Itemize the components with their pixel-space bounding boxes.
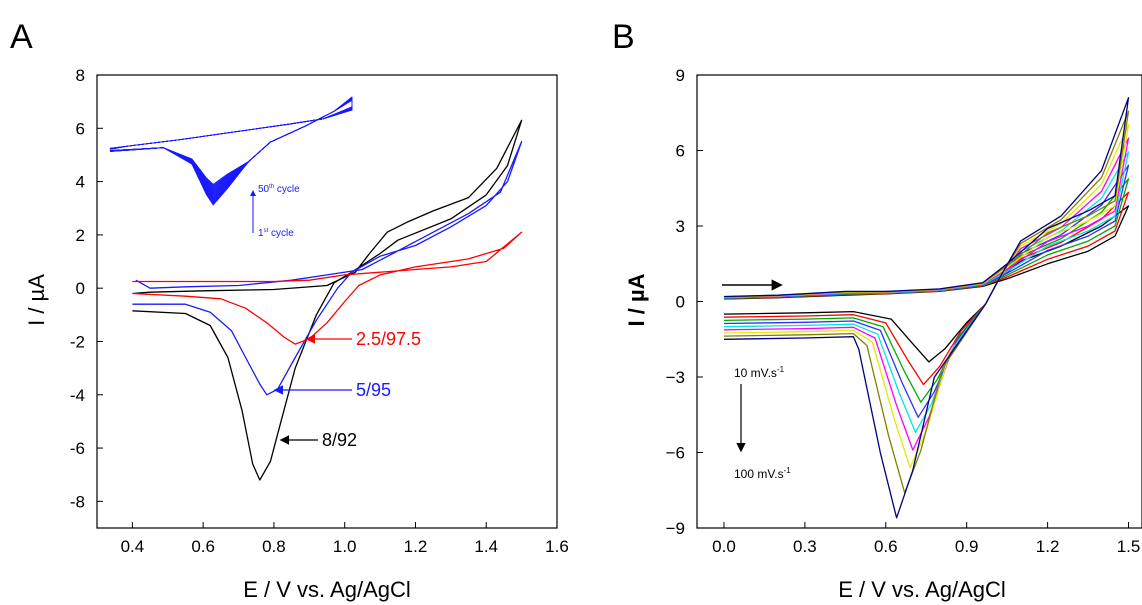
- panel-a-xlabel: E / V vs. Ag/AgCl: [243, 577, 411, 602]
- panel-a-xtick-label: 1.4: [474, 537, 498, 556]
- panel-b-ytick-label: 6: [676, 142, 685, 161]
- annotation-5-95: 5/95: [273, 380, 391, 400]
- panel-a-ytick-label: -8: [70, 492, 85, 511]
- panel-letter-a: A: [10, 18, 33, 56]
- inset-cycle-line: [109, 99, 353, 185]
- inset-cycle-line: [109, 96, 353, 205]
- inset-cycle-line: [109, 99, 353, 186]
- panel-b-ylabel: I / µA: [624, 273, 649, 326]
- panel-b-chart: 0.0 0.3 0.6 0.9 1.2 1.5 9 6 3 0 −3 −6 −9 E / V vs. A…: [624, 66, 1142, 602]
- panel-b-xtick-label: 1.5: [1117, 537, 1141, 556]
- panel-b-ytick-label: 9: [676, 66, 685, 85]
- panel-b-xtick-label: 0.9: [955, 537, 979, 556]
- panel-a-ytick-label: -4: [70, 386, 85, 405]
- panel-b-xtick-label: 1.2: [1036, 537, 1060, 556]
- panel-a-ytick-label: -6: [70, 439, 85, 458]
- annotation-label-5-95: 5/95: [356, 380, 391, 400]
- panel-b-series-line-100: [723, 97, 1130, 519]
- panel-b-ytick-label: 3: [676, 217, 685, 236]
- panel-a-series: [132, 119, 523, 481]
- inset-cycle-line: [109, 96, 353, 204]
- panel-b-series: [723, 97, 1130, 519]
- panel-b-ytick-label: −9: [666, 519, 685, 538]
- panel-a-ytick-label: -2: [70, 332, 85, 351]
- panel-b-xlabel: E / V vs. Ag/AgCl: [838, 577, 1006, 602]
- panel-a-series-line-2: [132, 140, 523, 396]
- panel-letter-b: B: [612, 18, 635, 56]
- panel-a-ytick-label: 4: [76, 173, 85, 192]
- panel-a-xtick-label: 0.4: [121, 537, 145, 556]
- inset-label-bottom: 1st cycle: [258, 228, 294, 239]
- panel-a-xtick-label: 1.2: [404, 537, 428, 556]
- panel-a-ytick-label: 2: [76, 226, 85, 245]
- panel-a-ytick-label: 6: [76, 119, 85, 138]
- panel-a-xtick-label: 1.6: [545, 537, 569, 556]
- panel-b-xtick-label: 0.3: [793, 537, 817, 556]
- panel-b-xtick-label: 0.6: [874, 537, 898, 556]
- scan-rate-label-bottom: 100 mV.s-1: [734, 466, 791, 481]
- panel-b-series-line-60: [723, 137, 1130, 451]
- panel-a-xtick-label: 0.8: [262, 537, 286, 556]
- panel-b-ytick-label: −3: [666, 368, 685, 387]
- annotation-8-92: 8/92: [279, 430, 357, 450]
- annotation-2-5-97-5: 2.5/97.5: [305, 329, 421, 349]
- panel-a-inset: [109, 96, 353, 206]
- panel-a-xtick-label: 0.6: [191, 537, 215, 556]
- panel-b-series-line-80: [723, 110, 1130, 494]
- panel-a-series-line-1: [132, 119, 523, 481]
- panel-a-chart: 0.4 0.6 0.8 1.0 1.2 1.4 1.6 8 6 4 2 0 -2 -4 -6 -8 E / V…: [24, 66, 569, 602]
- panel-b-ytick-label: 0: [676, 293, 685, 312]
- annotation-label-8-92: 8/92: [322, 430, 357, 450]
- scan-rate-label-top: 10 mV.s-1: [734, 365, 785, 380]
- panel-a-ytick-label: 8: [76, 66, 85, 85]
- inset-cycle-line: [109, 97, 353, 202]
- panel-b-ticks: 0.0 0.3 0.6 0.9 1.2 1.5 9 6 3 0 −3 −6 −9: [666, 66, 1141, 556]
- panel-b-frame: [696, 74, 1142, 529]
- panel-a-series-line-3: [132, 231, 523, 345]
- panel-a-ytick-label: 0: [76, 279, 85, 298]
- annotation-label-2-5-97-5: 2.5/97.5: [356, 329, 421, 349]
- panel-a-frame: [96, 74, 558, 529]
- inset-cycle-line: [109, 96, 353, 206]
- panel-b-xtick-label: 0.0: [712, 537, 736, 556]
- panel-b-ytick-label: −6: [666, 444, 685, 463]
- panel-a-xtick-label: 1.0: [333, 537, 357, 556]
- panel-a-ticks: 0.4 0.6 0.8 1.0 1.2 1.4 1.6 8 6 4 2 0 -2 -4 -6 -8: [70, 66, 569, 556]
- inset-label-top: 50th cycle: [258, 184, 300, 195]
- inset-cycle-line: [109, 97, 353, 203]
- panel-a-ylabel: I / µA: [24, 274, 49, 326]
